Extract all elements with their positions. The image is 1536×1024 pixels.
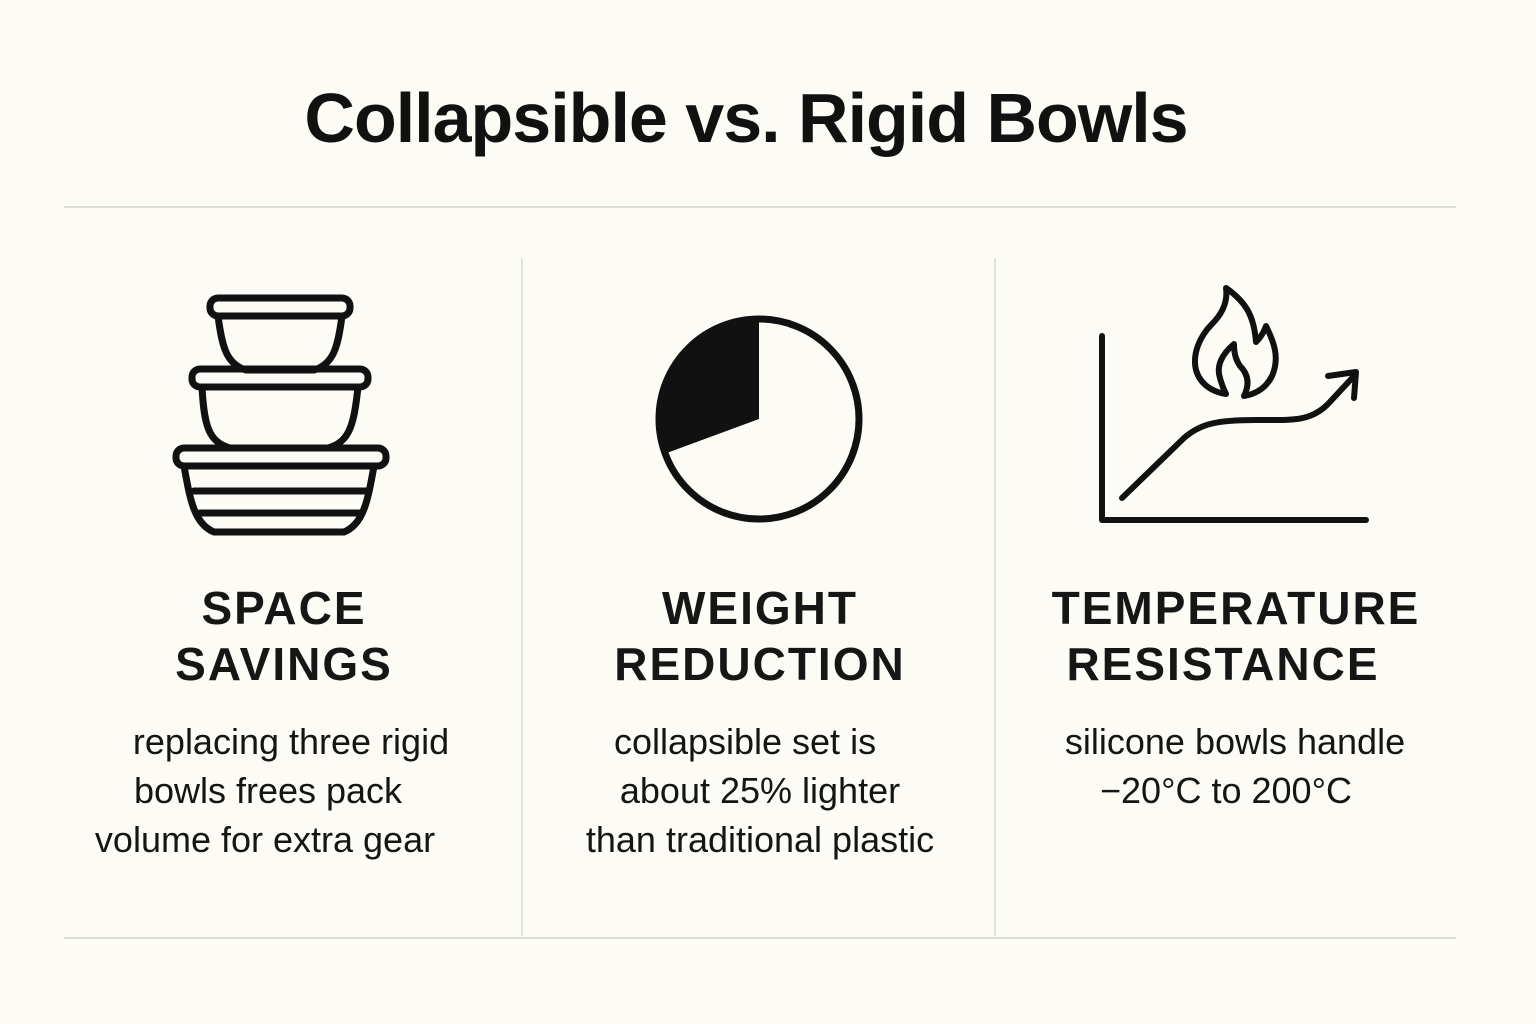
weight-reduction-panel: WEIGHT REDUCTION collapsible set is abou… bbox=[540, 258, 980, 936]
temperature-resistance-heading: TEMPERATURE RESISTANCE bbox=[1010, 580, 1460, 692]
desc-line: than traditional plastic bbox=[585, 819, 935, 860]
heading-line: REDUCTION bbox=[614, 638, 906, 690]
top-divider bbox=[64, 206, 1456, 208]
temperature-resistance-description: silicone bowls handle −20°C to 200°C bbox=[1010, 717, 1460, 815]
heading-line: RESISTANCE bbox=[1066, 638, 1380, 690]
desc-line: about 25% lighter bbox=[619, 770, 901, 811]
heading-line: SPACE bbox=[201, 582, 367, 634]
heading-line: TEMPERATURE bbox=[1051, 582, 1421, 634]
desc-line: silicone bowls handle bbox=[1064, 721, 1406, 762]
desc-line: bowls frees pack bbox=[133, 770, 403, 811]
space-savings-heading: SPACE SAVINGS bbox=[64, 580, 504, 692]
desc-line: volume for extra gear bbox=[94, 819, 436, 860]
heading-line: SAVINGS bbox=[175, 638, 393, 690]
bottom-divider bbox=[64, 937, 1456, 939]
flame-rising-graph-icon bbox=[1099, 285, 1369, 523]
page-title: Collapsible vs. Rigid Bowls bbox=[304, 79, 1188, 157]
stacked-bowls-icon bbox=[172, 294, 390, 536]
weight-reduction-heading: WEIGHT REDUCTION bbox=[540, 580, 980, 692]
temperature-resistance-panel: TEMPERATURE RESISTANCE silicone bowls ha… bbox=[1010, 258, 1460, 936]
column-divider-1 bbox=[521, 258, 523, 936]
column-divider-2 bbox=[994, 258, 996, 936]
pie-chart-icon bbox=[655, 315, 863, 523]
desc-line: −20°C to 200°C bbox=[1100, 770, 1352, 811]
space-savings-description: replacing three rigid bowls frees pack v… bbox=[64, 717, 504, 864]
desc-line: replacing three rigid bbox=[132, 721, 450, 762]
weight-reduction-description: collapsible set is about 25% lighter tha… bbox=[540, 717, 980, 864]
space-savings-panel: SPACE SAVINGS replacing three rigid bowl… bbox=[64, 258, 504, 936]
desc-line: collapsible set is bbox=[613, 721, 877, 762]
heading-line: WEIGHT bbox=[662, 582, 858, 634]
